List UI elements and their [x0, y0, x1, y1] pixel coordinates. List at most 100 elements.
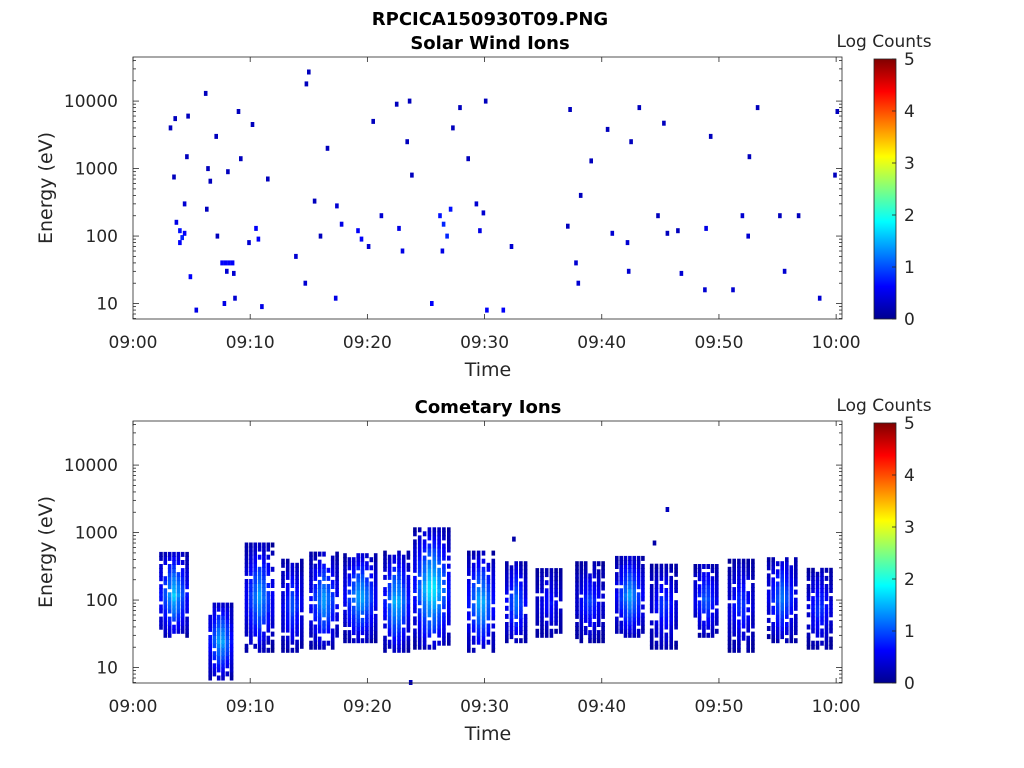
heatmap-bin — [394, 101, 399, 107]
heatmap-bin — [664, 608, 669, 614]
heatmap-bin — [322, 584, 326, 589]
heatmap-bin — [281, 574, 285, 580]
heatmap-bin — [471, 587, 476, 593]
heatmap-bin — [737, 587, 741, 593]
heatmap-bin — [432, 567, 437, 573]
heatmap-bin — [422, 624, 427, 630]
heatmap-bin — [352, 605, 356, 611]
heatmap-bin — [300, 607, 304, 613]
heatmap-bin — [636, 620, 641, 626]
heatmap-bin — [392, 587, 397, 593]
heatmap-bin — [383, 566, 387, 572]
heatmap-bin — [514, 630, 518, 636]
heatmap-bin — [727, 623, 732, 629]
heatmap-bin — [820, 620, 824, 626]
heatmap-bin — [476, 595, 481, 601]
heatmap-bin — [615, 624, 619, 630]
heatmap-bin — [437, 620, 441, 626]
heatmap-bin — [285, 570, 290, 576]
heatmap-bin — [619, 588, 623, 594]
heatmap-bin — [451, 125, 455, 131]
heatmap-bin — [806, 624, 811, 630]
heatmap-bin — [347, 609, 352, 615]
heatmap-bin — [281, 562, 285, 568]
heatmap-bin — [221, 630, 225, 636]
heatmap-bin — [401, 639, 406, 645]
heatmap-bin — [432, 604, 437, 610]
heatmap-bin — [257, 647, 262, 653]
heatmap-bin — [365, 613, 369, 619]
heatmap-bin — [811, 579, 815, 585]
heatmap-bin — [505, 565, 509, 571]
heatmap-bin — [309, 575, 313, 581]
heatmap-bin — [476, 619, 481, 625]
heatmap-bin — [727, 647, 732, 653]
colorbar-tick-label: 1 — [904, 622, 915, 642]
heatmap-bin — [229, 630, 234, 636]
heatmap-bin — [185, 632, 189, 638]
heatmap-bin — [615, 628, 619, 634]
heatmap-bin — [641, 568, 645, 574]
heatmap-bin — [406, 607, 411, 613]
heatmap-bin — [167, 596, 172, 602]
heatmap-bin — [785, 581, 789, 587]
heatmap-bin — [806, 596, 811, 602]
colorbar-tick-label: 5 — [904, 414, 915, 434]
heatmap-bin — [422, 600, 427, 606]
heatmap-bin — [413, 584, 417, 589]
heatmap-bin — [549, 620, 554, 626]
heatmap-bin — [322, 620, 326, 626]
heatmap-bin — [715, 576, 719, 582]
heatmap-bin — [697, 612, 702, 618]
heatmap-bin — [519, 605, 523, 611]
heatmap-bin — [715, 608, 719, 614]
heatmap-bin — [343, 622, 347, 627]
heatmap-bin — [829, 640, 833, 646]
heatmap-bin — [262, 546, 266, 552]
heatmap-bin — [737, 635, 741, 641]
heatmap-bin — [253, 607, 257, 613]
heatmap-bin — [159, 568, 163, 574]
heatmap-bin — [815, 600, 820, 606]
heatmap-bin — [266, 591, 271, 597]
heatmap-bin — [727, 566, 732, 572]
heatmap-bin — [702, 584, 706, 590]
heatmap-bin — [322, 640, 326, 646]
heatmap-bin — [356, 577, 360, 583]
heatmap-bin — [811, 596, 815, 602]
heatmap-bin — [514, 638, 518, 644]
colorbar-gradient — [873, 58, 897, 320]
heatmap-bin — [592, 597, 597, 603]
heatmap-bin — [159, 608, 163, 614]
heatmap-bin — [771, 622, 775, 627]
heatmap-bin — [674, 640, 678, 646]
heatmap-bin — [588, 638, 592, 644]
heatmap-bin — [785, 605, 789, 611]
heatmap-bin — [558, 620, 563, 626]
heatmap-bin — [824, 620, 829, 626]
heatmap-bin — [369, 601, 374, 607]
heatmap-bin — [168, 125, 173, 131]
heatmap-bin — [442, 624, 446, 630]
heatmap-bin — [442, 596, 446, 602]
heatmap-bin — [360, 597, 365, 603]
heatmap-bin — [249, 595, 253, 601]
heatmap-bin — [180, 608, 185, 614]
heatmap-bin — [659, 596, 664, 602]
heatmap-bin — [244, 627, 249, 633]
heatmap-bin — [322, 612, 326, 618]
heatmap-bin — [422, 640, 427, 646]
heatmap-bin — [732, 574, 736, 580]
heatmap-bin — [732, 639, 736, 645]
heatmap-bin — [281, 619, 285, 625]
heatmap-bin — [244, 591, 249, 597]
heatmap-bin — [579, 577, 584, 583]
heatmap-bin — [623, 604, 628, 610]
heatmap-bin — [180, 551, 185, 557]
heatmap-bin — [447, 596, 451, 602]
heatmap-bin — [360, 622, 365, 627]
heatmap-bin — [401, 562, 406, 568]
heatmap-bin — [383, 623, 387, 629]
heatmap-bin — [397, 579, 401, 584]
heatmap-bin — [285, 635, 290, 641]
